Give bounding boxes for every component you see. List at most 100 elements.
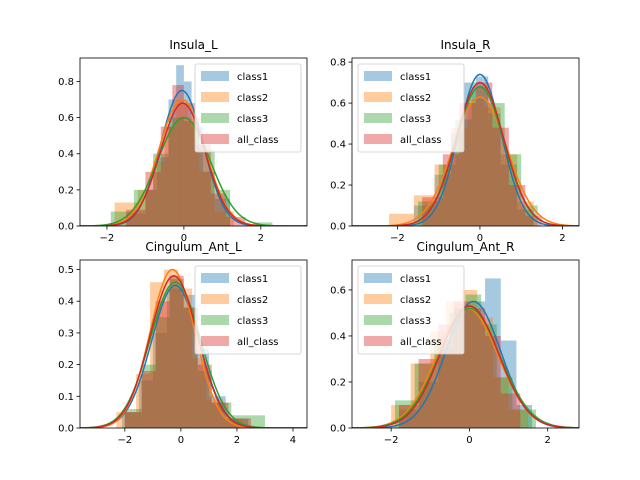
y-tick-label: 0.5	[58, 265, 74, 276]
hist-bar-class1	[475, 76, 489, 226]
subplot-3: −2 0 2 4 0.0 0.1 0.2 0.3 0.4 0.5 Cingulum_Ant_Lcla…	[58, 240, 308, 446]
hist-bar-class3	[169, 279, 184, 428]
hist-bar-class1	[208, 396, 226, 428]
plot-area	[352, 278, 579, 428]
hist-bar-class1	[485, 278, 501, 428]
hist-bar-class1	[152, 332, 167, 428]
axes-frame	[79, 259, 308, 429]
y-tick-label: 0.0	[330, 222, 346, 233]
y-tick-label: 0.6	[58, 113, 74, 124]
kde-line-class3	[352, 307, 579, 428]
legend: class1 class2 class3 all_class	[357, 63, 465, 153]
axes-frame	[79, 57, 308, 227]
hist-bar-class1	[183, 81, 192, 226]
hist-bar-all_class	[525, 215, 542, 226]
hist-bar-all_class	[183, 307, 198, 428]
x-tick-label: 2	[258, 233, 264, 244]
x-tick-label: 4	[290, 435, 296, 446]
hist-bar-class3	[481, 324, 497, 428]
legend-box	[357, 63, 465, 153]
hist-bar-class3	[504, 154, 522, 226]
hist-bar-class3	[471, 86, 489, 226]
y-tick-label: 0.8	[58, 77, 74, 88]
legend-swatch-class3	[201, 113, 229, 123]
legend-label: class2	[400, 93, 431, 104]
legend-label: class3	[400, 114, 431, 125]
hist-bar-class3	[141, 364, 156, 428]
hist-bar-class3	[155, 317, 170, 428]
hist-bar-class2	[153, 160, 165, 226]
hist-bar-class1	[438, 347, 454, 428]
axes-frame	[351, 57, 580, 227]
hist-bar-class2	[484, 107, 501, 226]
hist-bar-class2	[178, 288, 193, 428]
legend: class1 class2 class3 all_class	[194, 265, 302, 355]
hist-bar-all_class	[485, 335, 501, 428]
hist-bar-all_class	[126, 209, 146, 226]
subplot-2: −2 0 20.00.20.40.60.8Insula_Rclass1class2c…	[330, 38, 580, 244]
hist-bar-all_class	[197, 364, 212, 428]
legend-swatch-class3	[364, 315, 392, 325]
hist-bar-class2	[136, 374, 151, 428]
hist-bar-class2	[206, 399, 223, 428]
hist-bar-class3	[183, 307, 198, 428]
hist-bar-class3	[124, 408, 142, 428]
subplot-4: −2 0 20.00.20.40.6Cingulum_Ant_Rclass1clas…	[330, 240, 580, 446]
legend-label: class3	[237, 114, 268, 125]
hist-bar-class3	[153, 153, 169, 226]
hist-bar-class1	[191, 126, 204, 226]
y-tick-label: 0.6	[330, 285, 346, 296]
legend-swatch-class2	[201, 294, 229, 304]
hist-bar-class1	[166, 288, 181, 428]
hist-bar-class3	[488, 103, 505, 226]
legend-label: class2	[400, 295, 431, 306]
hist-bar-class1	[168, 99, 177, 226]
legend-swatch-class2	[364, 294, 392, 304]
legend-box	[357, 265, 465, 355]
hist-bar-all_class	[195, 144, 211, 226]
legend-label: all_class	[400, 337, 442, 348]
x-tick-label: −2	[100, 233, 115, 244]
hist-bar-all_class	[141, 370, 156, 428]
subplot-title: Cingulum_Ant_R	[416, 240, 514, 254]
y-tick-label: 0.0	[58, 424, 74, 435]
hist-bar-class3	[496, 377, 513, 428]
x-tick-label: 0	[466, 435, 472, 446]
legend: class1 class2 class3 all_class	[357, 265, 465, 355]
y-tick-label: 0.2	[330, 377, 346, 388]
hist-bar-class3	[168, 117, 184, 226]
hist-bar-class1	[156, 157, 169, 226]
hist-bar-class2	[199, 171, 215, 226]
hist-bar-class1	[451, 133, 464, 226]
legend-label: class1	[237, 274, 268, 285]
hist-bar-class2	[492, 377, 509, 428]
subplot-1: −2 0 20.00.20.40.60.8Insula_Lclass1class2c…	[58, 38, 308, 244]
hist-bar-class2	[176, 99, 188, 226]
legend-label: all_class	[237, 135, 279, 146]
subplot-title: Insula_R	[440, 38, 490, 52]
hist-bar-class2	[508, 409, 529, 428]
legend-swatch-class1	[364, 273, 392, 283]
hist-bar-class3	[214, 189, 231, 226]
y-tick-label: 0.4	[58, 297, 74, 308]
y-tick-label: 0.4	[58, 149, 74, 160]
legend-label: all_class	[237, 337, 279, 348]
x-tick-label: 2	[234, 435, 240, 446]
hist-bar-class1	[488, 113, 501, 226]
hist-bar-all_class	[469, 308, 486, 428]
hist-bar-class3	[434, 340, 450, 428]
legend-swatch-all_class	[201, 336, 229, 346]
hist-bar-all_class	[500, 393, 521, 428]
legend-label: class2	[237, 93, 268, 104]
legend-label: class3	[237, 316, 268, 327]
hist-bar-class1	[145, 189, 157, 226]
hist-bar-all_class	[169, 275, 184, 428]
legend-label: class1	[237, 72, 268, 83]
hist-bar-class3	[418, 201, 439, 226]
legend-swatch-all_class	[364, 336, 392, 346]
hist-bar-class3	[438, 164, 456, 226]
hist-bar-class1	[194, 348, 209, 428]
hist-bar-class3	[133, 189, 154, 226]
x-tick-label: 2	[545, 435, 551, 446]
